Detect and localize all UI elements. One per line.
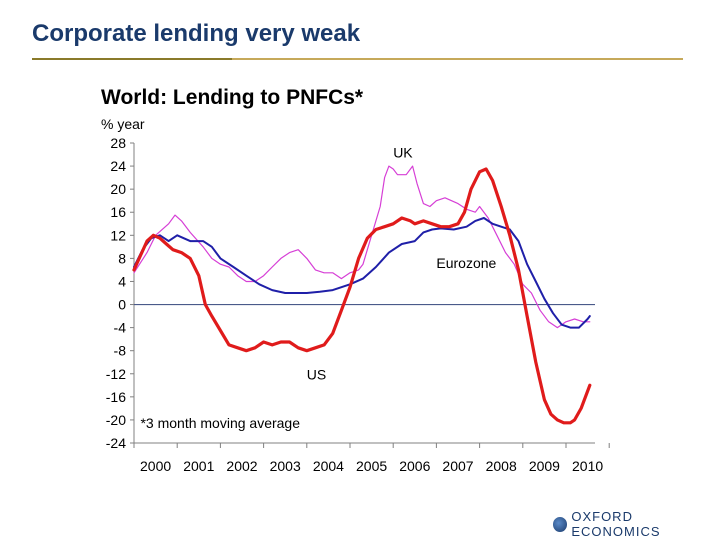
y-tick-label: 28 <box>110 135 126 151</box>
globe-icon <box>553 516 568 532</box>
series-line-us <box>132 167 592 425</box>
x-tick-label: 2004 <box>313 458 344 474</box>
series-line-uk <box>133 165 591 329</box>
y-tick-label: 4 <box>118 273 126 289</box>
x-tick-label: 2009 <box>529 458 560 474</box>
oxford-economics-logo: OXFORD ECONOMICS <box>553 509 720 539</box>
x-tick-label: 2008 <box>486 458 517 474</box>
y-tick-label: 24 <box>110 158 126 174</box>
y-tick-label: -8 <box>114 343 127 359</box>
series-label-uk: UK <box>393 144 413 160</box>
series-line-eurozone <box>133 217 591 329</box>
series-label-us: US <box>307 367 326 383</box>
x-tick-label: 2005 <box>356 458 387 474</box>
x-tick-label: 2006 <box>399 458 430 474</box>
y-tick-label: 0 <box>118 297 126 313</box>
x-tick-label: 2001 <box>183 458 214 474</box>
title-rule-dark <box>32 58 232 60</box>
y-tick-label: -20 <box>106 412 126 428</box>
series-label-eurozone: Eurozone <box>436 255 496 271</box>
chart-title: World: Lending to PNFCs* <box>101 86 364 109</box>
x-tick-label: 2010 <box>572 458 603 474</box>
moving-average-note: *3 month moving average <box>140 415 300 431</box>
x-tick-label: 2002 <box>226 458 257 474</box>
x-tick-label: 2003 <box>270 458 301 474</box>
logo-text: OXFORD ECONOMICS <box>571 509 661 539</box>
title-rule <box>32 58 683 60</box>
x-tick-label: 2000 <box>140 458 171 474</box>
y-axis-unit-label: % year <box>101 116 145 132</box>
y-tick-label: 12 <box>110 227 126 243</box>
title-rule-gold <box>232 58 683 60</box>
slide-title: Corporate lending very weak <box>32 20 361 47</box>
y-tick-label: -16 <box>106 389 126 405</box>
y-tick-label: -4 <box>114 320 127 336</box>
y-tick-label: 8 <box>118 250 126 266</box>
y-tick-label: -24 <box>106 435 126 451</box>
y-tick-label: 16 <box>110 204 126 220</box>
y-tick-label: 20 <box>110 181 126 197</box>
x-tick-label: 2007 <box>442 458 473 474</box>
y-tick-label: -12 <box>106 366 126 382</box>
